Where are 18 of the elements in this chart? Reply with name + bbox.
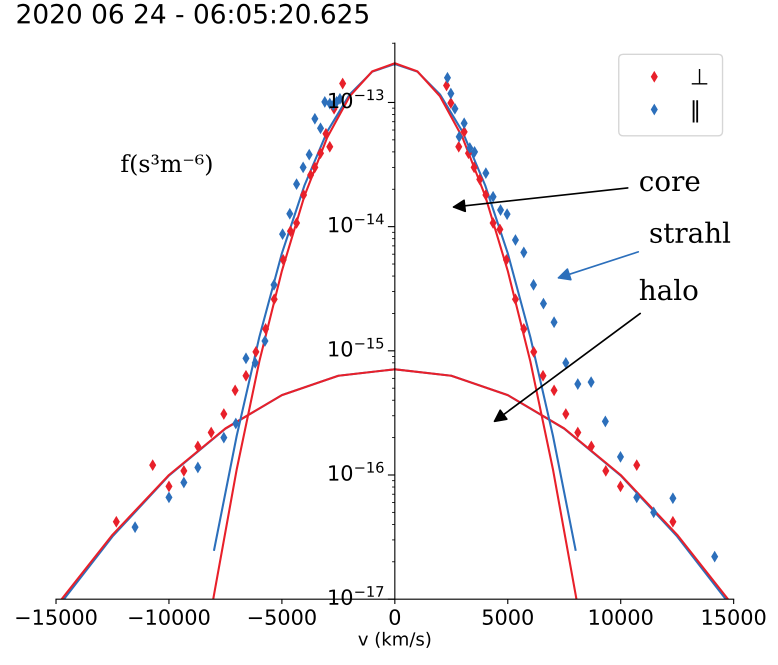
x-tick-label: 5000 xyxy=(482,609,533,626)
x-tick-label: 0 xyxy=(390,609,400,626)
y-tick-label: 10$^{−15}$ xyxy=(329,338,384,357)
x-tick-label: −15000 xyxy=(16,609,96,626)
annotation: halo xyxy=(640,278,698,300)
x-tick-label: 10000 xyxy=(590,609,652,626)
x-tick-label: −10000 xyxy=(129,609,210,626)
y-tick-label: 10$^{−14}$ xyxy=(329,214,384,233)
x-tick-label: −5000 xyxy=(248,609,316,626)
legend-label: ⊥ xyxy=(692,68,708,85)
annotation: strahl xyxy=(650,222,730,244)
x-tick-label: 15000 xyxy=(702,609,766,626)
y-tick-label: 10$^{−16}$ xyxy=(329,462,384,481)
x-axis-title: v (km/s) xyxy=(358,632,430,648)
legend-label: ‖ xyxy=(692,100,698,123)
chart-title: 2020 06 24 - 06:05:20.625 xyxy=(17,4,368,24)
y-axis-title: f(s³m⁻⁶) xyxy=(121,154,212,176)
annotation: core xyxy=(640,176,700,192)
